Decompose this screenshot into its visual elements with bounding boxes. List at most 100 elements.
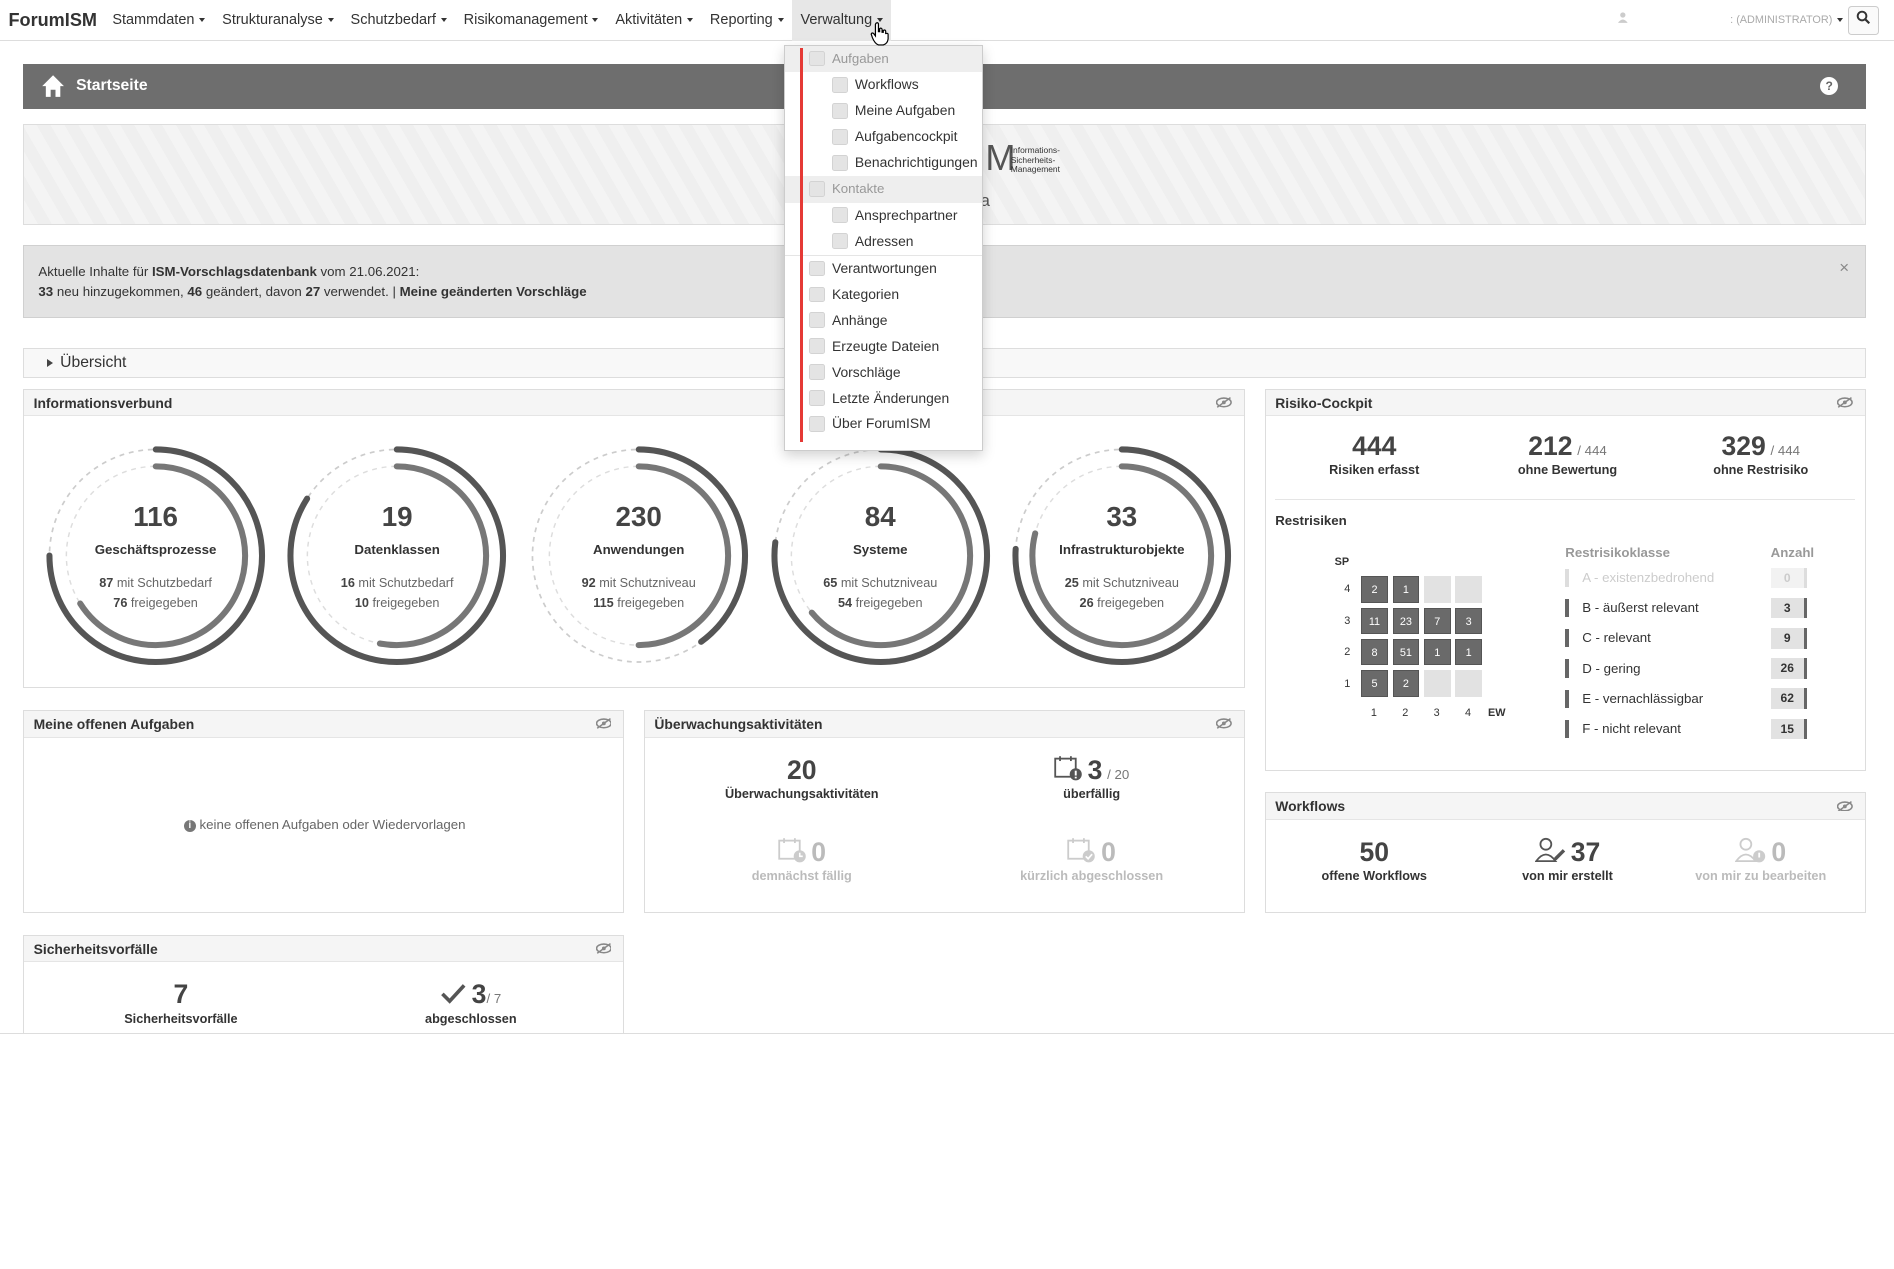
sp-tick: 4 xyxy=(1344,583,1351,596)
workflows-panel: Workflows 50 offene Workflows 37 von mir e… xyxy=(1264,792,1867,914)
matrix-cell[interactable]: 1 xyxy=(1423,638,1451,666)
ring-sub-2: 54 freigegeben xyxy=(837,596,923,611)
menu-letzte-aenderungen[interactable]: Letzte Änderungen xyxy=(785,386,982,412)
matrix-cell[interactable]: 1 xyxy=(1392,576,1420,603)
menu-vorschlaege[interactable]: Vorschläge xyxy=(785,360,982,386)
eye-slash-icon[interactable] xyxy=(1216,397,1233,408)
nav-reporting[interactable]: Reporting xyxy=(701,0,792,41)
risks-unrated[interactable]: 212 / 444 ohne Bewertung xyxy=(1517,430,1618,478)
matrix-cell[interactable]: 7 xyxy=(1423,607,1451,635)
ring-sub-2: 115 freigegeben xyxy=(593,596,685,611)
matrix-cell[interactable]: 23 xyxy=(1392,607,1420,635)
home-icon[interactable] xyxy=(41,74,65,98)
caret-down-icon xyxy=(687,18,694,23)
eye-slash-icon[interactable] xyxy=(1837,800,1853,812)
menu-workflows[interactable]: Workflows xyxy=(785,72,982,98)
eye-slash-icon[interactable] xyxy=(595,943,612,954)
menu-kategorien[interactable]: Kategorien xyxy=(785,282,982,308)
workflows-created-by-me[interactable]: 37 von mir erstellt xyxy=(1522,836,1613,884)
open-workflows[interactable]: 50 offene Workflows xyxy=(1321,836,1427,883)
ring-arc-inner xyxy=(787,462,973,648)
risks-no-residual[interactable]: 329 / 444 ohne Restrisiko xyxy=(1713,430,1809,478)
calendar-clock-icon xyxy=(777,837,806,863)
dropdown-header-kontakte: Kontakte xyxy=(784,176,983,203)
caret-down-icon xyxy=(777,18,784,23)
incidents-closed[interactable]: 3/ 7 abgeschlossen xyxy=(425,979,517,1026)
bell-icon xyxy=(831,154,848,171)
menu-erzeugte-dateien[interactable]: Erzeugte Dateien xyxy=(785,334,982,360)
nav-aktivitaeten[interactable]: Aktivitäten xyxy=(607,0,702,41)
ring-label: Infrastrukturobjekte xyxy=(1059,542,1185,558)
menu-verantwortungen[interactable]: Verantwortungen xyxy=(785,256,982,282)
close-icon[interactable]: × xyxy=(1839,258,1850,278)
caret-down-icon xyxy=(1837,18,1844,23)
eye-slash-icon[interactable] xyxy=(595,718,612,730)
changed-suggestions-link[interactable]: Meine geänderten Vorschläge xyxy=(399,284,587,300)
menu-benachrichtigungen[interactable]: Benachrichtigungen xyxy=(785,150,982,176)
matrix-cell xyxy=(1455,670,1482,697)
menu-meine-aufgaben[interactable]: Meine Aufgaben xyxy=(785,98,982,124)
panel-title: Sicherheitsvorfälle xyxy=(33,940,158,957)
menu-anhaenge[interactable]: Anhänge xyxy=(785,308,982,334)
ring-4[interactable]: 33 Infrastrukturobjekte 25 mit Schutznivea… xyxy=(1007,441,1236,670)
incidents-total[interactable]: 7 Sicherheitsvorfälle xyxy=(124,979,238,1026)
matrix-cell[interactable]: 3 xyxy=(1455,607,1482,635)
panel-title: Informationsverbund xyxy=(33,394,173,411)
ring-chart xyxy=(287,446,507,665)
monitoring-overdue[interactable]: 3 / 20 überfällig xyxy=(983,755,1200,801)
menu-adressen[interactable]: Adressen xyxy=(785,229,982,255)
search-icon xyxy=(1857,10,1871,24)
ew-tick: 4 xyxy=(1465,706,1472,719)
section-title: Restrisiken xyxy=(1275,513,1347,529)
ring-0[interactable]: 116 Geschäftsprozesse 87 mit Schutzbedarf 7… xyxy=(41,441,270,670)
nav-risikomanagement[interactable]: Risikomanagement xyxy=(455,0,607,41)
menu-aufgabencockpit[interactable]: Aufgabencockpit xyxy=(785,124,982,150)
ring-1[interactable]: 19 Datenklassen 16 mit Schutzbedarf 10 frei… xyxy=(282,441,511,670)
ring-3[interactable]: 84 Systeme 65 mit Schutzniveau 54 freigegeb… xyxy=(766,441,995,670)
monitoring-panel: Überwachungsaktivitäten 20 Überwachungsak… xyxy=(643,710,1246,914)
workflows-to-process[interactable]: 0 von mir zu bearbeiten xyxy=(1695,836,1827,884)
matrix-cell[interactable]: 5 xyxy=(1361,670,1388,697)
panel-title: Risiko-Cockpit xyxy=(1275,394,1373,411)
search-button[interactable] xyxy=(1847,6,1880,36)
help-icon[interactable]: ? xyxy=(1820,77,1839,96)
sp-tick: 1 xyxy=(1344,677,1351,690)
list-icon xyxy=(809,180,825,197)
matrix-cell[interactable]: 2 xyxy=(1392,670,1420,697)
matrix-cell[interactable]: 8 xyxy=(1361,638,1388,666)
matrix-cell[interactable]: 1 xyxy=(1455,638,1482,666)
matrix-cell[interactable]: 11 xyxy=(1361,607,1388,635)
nav-stammdaten[interactable]: Stammdaten xyxy=(104,0,214,41)
user-menu[interactable]: : (ADMINISTRATOR) xyxy=(1618,0,1844,41)
ring-2[interactable]: 230 Anwendungen 92 mit Schutzniveau 115 fre… xyxy=(524,441,753,670)
ring-sub-1: 87 mit Schutzbedarf xyxy=(99,575,212,590)
risks-recorded[interactable]: 444 Risiken erfasst xyxy=(1329,430,1420,478)
monitoring-total[interactable]: 20 Überwachungsaktivitäten xyxy=(724,754,879,801)
nav-strukturanalyse[interactable]: Strukturanalyse xyxy=(214,0,342,41)
matrix-cell[interactable]: 2 xyxy=(1361,576,1388,603)
nav-verwaltung[interactable]: Verwaltung xyxy=(792,0,892,42)
ring-label: Anwendungen xyxy=(592,542,685,558)
ring-arc-outer xyxy=(46,446,265,665)
page-title: Startseite xyxy=(76,77,148,95)
dropdown-divider xyxy=(784,254,983,256)
panel-title: Überwachungsaktivitäten xyxy=(654,716,823,733)
alert-line-2: 33 neu hinzugekommen, 46 geändert, davon… xyxy=(38,284,587,300)
monitoring-recently-closed[interactable]: 0 kürzlich abgeschlossen xyxy=(1020,836,1164,884)
caret-down-icon xyxy=(440,18,447,23)
eye-slash-icon[interactable] xyxy=(1216,718,1233,730)
menu-ansprechpartner[interactable]: Ansprechpartner xyxy=(785,203,982,229)
list-icon xyxy=(809,50,825,67)
menu-ueber-forumism[interactable]: Über ForumISM xyxy=(785,411,982,437)
ew-tick: 2 xyxy=(1402,706,1409,719)
ring-sub-2: 26 freigegeben xyxy=(1079,596,1165,611)
matrix-cell xyxy=(1423,576,1451,603)
brand-logo[interactable]: ForumISM xyxy=(8,9,97,30)
ring-sub-1: 65 mit Schutzniveau xyxy=(823,575,938,590)
monitoring-due-soon[interactable]: 0 demnächst fällig xyxy=(751,836,852,884)
nav-schutzbedarf[interactable]: Schutzbedarf xyxy=(342,0,455,41)
sp-tick: 3 xyxy=(1344,614,1351,627)
ring-label: Systeme xyxy=(852,542,908,558)
matrix-cell[interactable]: 51 xyxy=(1392,638,1420,666)
eye-slash-icon[interactable] xyxy=(1837,397,1853,408)
